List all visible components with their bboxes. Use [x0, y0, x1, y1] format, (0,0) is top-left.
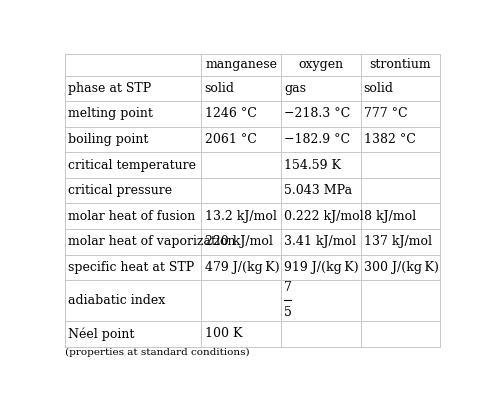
Text: phase at STP: phase at STP	[67, 82, 151, 95]
Text: 479 J/(kg K): 479 J/(kg K)	[205, 261, 279, 274]
Text: 100 K: 100 K	[205, 327, 242, 340]
Text: 8 kJ/mol: 8 kJ/mol	[364, 210, 416, 223]
Text: −182.9 °C: −182.9 °C	[284, 133, 350, 146]
Text: gas: gas	[284, 82, 306, 95]
Text: 5.043 MPa: 5.043 MPa	[284, 184, 352, 197]
Text: 154.59 K: 154.59 K	[284, 159, 341, 171]
Text: 0.222 kJ/mol: 0.222 kJ/mol	[284, 210, 364, 223]
Text: solid: solid	[205, 82, 235, 95]
Text: 3.41 kJ/mol: 3.41 kJ/mol	[284, 235, 356, 248]
Text: 13.2 kJ/mol: 13.2 kJ/mol	[205, 210, 277, 223]
Text: solid: solid	[364, 82, 394, 95]
Text: −218.3 °C: −218.3 °C	[284, 108, 350, 120]
Text: specific heat at STP: specific heat at STP	[67, 261, 194, 274]
Text: molar heat of fusion: molar heat of fusion	[67, 210, 195, 223]
Text: 300 J/(kg K): 300 J/(kg K)	[364, 261, 438, 274]
Text: molar heat of vaporization: molar heat of vaporization	[67, 235, 235, 248]
Text: strontium: strontium	[369, 58, 431, 71]
Text: critical temperature: critical temperature	[67, 159, 196, 171]
Text: critical pressure: critical pressure	[67, 184, 172, 197]
Text: adiabatic index: adiabatic index	[67, 294, 165, 307]
Text: (properties at standard conditions): (properties at standard conditions)	[64, 348, 249, 357]
Text: 220 kJ/mol: 220 kJ/mol	[205, 235, 273, 248]
Text: 1246 °C: 1246 °C	[205, 108, 256, 120]
Text: 7: 7	[284, 281, 292, 294]
Text: Néel point: Néel point	[67, 327, 134, 341]
Text: boiling point: boiling point	[67, 133, 148, 146]
Text: oxygen: oxygen	[298, 58, 343, 71]
Text: 777 °C: 777 °C	[364, 108, 407, 120]
Text: 5: 5	[284, 306, 292, 319]
Text: melting point: melting point	[67, 108, 153, 120]
Text: 919 J/(kg K): 919 J/(kg K)	[284, 261, 359, 274]
Text: 1382 °C: 1382 °C	[364, 133, 416, 146]
Text: manganese: manganese	[205, 58, 277, 71]
Text: 137 kJ/mol: 137 kJ/mol	[364, 235, 431, 248]
Text: 2061 °C: 2061 °C	[205, 133, 256, 146]
